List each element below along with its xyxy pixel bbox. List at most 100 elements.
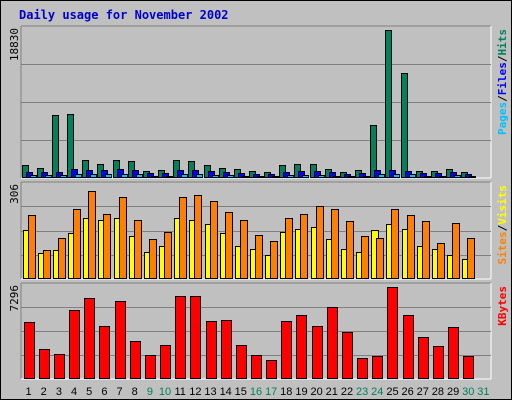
bar-pages-day-1	[31, 176, 37, 178]
x-tick-label-day-3: 3	[56, 386, 62, 398]
bar-kbytes-day-1	[25, 323, 35, 379]
bar-pages-day-4	[76, 175, 82, 178]
bar-sites-day-7	[120, 198, 127, 279]
bar-kbytes-day-4	[70, 311, 80, 379]
bar-kbytes-day-10	[161, 346, 171, 379]
bar-sites-day-4	[74, 210, 81, 279]
bar-sites-day-15	[241, 221, 248, 279]
x-tick-label-day-9: 9	[147, 386, 153, 398]
bar-sites-day-16	[256, 236, 263, 279]
x-tick-label-day-23: 23	[356, 386, 368, 398]
x-tick-label-day-8: 8	[132, 386, 138, 398]
bar-pages-day-5	[91, 175, 97, 178]
x-tick-label-day-2: 2	[41, 386, 47, 398]
bar-pages-day-25	[394, 175, 400, 178]
bar-kbytes-day-13	[207, 322, 217, 379]
bar-sites-day-24	[377, 239, 384, 279]
x-tick-label-day-13: 13	[204, 386, 216, 398]
x-tick-label-day-21: 21	[326, 386, 338, 398]
bar-sites-day-10	[165, 233, 172, 279]
bar-kbytes-day-3	[55, 355, 65, 379]
bar-kbytes-day-12	[191, 297, 201, 379]
bar-pages-day-11	[182, 175, 188, 178]
x-tick-label-day-10: 10	[159, 386, 171, 398]
bar-pages-day-14	[228, 176, 234, 178]
bar-sites-day-19	[301, 215, 308, 279]
bar-kbytes-day-16	[252, 356, 262, 379]
x-tick-label-day-25: 25	[386, 386, 398, 398]
bar-sites-day-20	[317, 207, 324, 279]
bar-pages-day-13	[213, 176, 219, 178]
x-tick-label-day-18: 18	[280, 386, 292, 398]
bar-kbytes-day-24	[373, 357, 383, 379]
bar-sites-day-22	[347, 222, 354, 279]
bar-pages-day-30	[470, 177, 476, 178]
bar-sites-day-11	[180, 198, 187, 279]
x-tick-label-day-7: 7	[116, 386, 122, 398]
bar-pages-day-7	[122, 175, 128, 178]
bar-hits-day-24	[371, 126, 377, 178]
bar-hits-day-4	[68, 115, 74, 178]
bar-hits-day-25	[386, 31, 392, 178]
x-tick-label-day-29: 29	[447, 386, 459, 398]
bar-sites-day-9	[150, 240, 157, 279]
bar-sites-day-17	[271, 242, 278, 279]
x-tick-label-day-20: 20	[310, 386, 322, 398]
bar-hits-day-3	[53, 116, 59, 178]
bar-kbytes-day-9	[146, 356, 156, 379]
x-tick-label-day-24: 24	[371, 386, 383, 398]
x-tick-label-day-11: 11	[174, 386, 185, 398]
bar-sites-day-1	[29, 216, 36, 279]
bar-pages-day-9	[152, 177, 158, 178]
x-tick-label-day-31: 31	[477, 386, 489, 398]
bar-sites-day-18	[286, 219, 293, 279]
bar-pages-day-27	[425, 177, 431, 178]
x-tick-label-day-16: 16	[250, 386, 262, 398]
bar-pages-day-20	[319, 176, 325, 178]
bar-kbytes-day-14	[222, 321, 232, 379]
bar-pages-day-24	[379, 175, 385, 178]
bar-kbytes-day-7	[116, 302, 126, 379]
bar-pages-day-10	[167, 177, 173, 178]
bar-pages-day-19	[303, 176, 309, 178]
bar-pages-day-6	[106, 175, 112, 178]
legend-entry: Visits	[496, 185, 509, 225]
bar-sites-day-29	[453, 224, 460, 279]
bar-pages-day-3	[61, 176, 67, 178]
panel-visits-sites-ymax-label: 306	[8, 184, 21, 204]
bar-sites-day-12	[195, 196, 202, 279]
bar-pages-day-22	[349, 177, 355, 178]
bar-pages-day-26	[410, 175, 416, 178]
panel-kbytes-ymax-label: 7296	[8, 285, 21, 312]
bar-pages-day-29	[455, 176, 461, 178]
bar-kbytes-day-18	[282, 322, 292, 379]
bar-kbytes-day-22	[343, 333, 353, 379]
bar-kbytes-day-26	[404, 316, 414, 379]
x-tick-label-day-17: 17	[265, 386, 277, 398]
bar-kbytes-day-15	[237, 346, 247, 379]
bar-sites-day-2	[44, 251, 51, 279]
bar-kbytes-day-28	[434, 347, 444, 379]
bar-pages-day-2	[46, 176, 52, 178]
bar-pages-day-15	[243, 177, 249, 178]
x-tick-label-day-22: 22	[341, 386, 353, 398]
bar-pages-day-17	[273, 177, 279, 178]
x-tick-label-day-26: 26	[401, 386, 413, 398]
bar-sites-day-21	[332, 210, 339, 279]
bar-kbytes-day-23	[358, 359, 368, 379]
bar-sites-day-5	[89, 192, 96, 279]
x-tick-label-day-5: 5	[86, 386, 92, 398]
bar-sites-day-27	[423, 222, 430, 279]
bar-sites-day-25	[392, 210, 399, 279]
legend-entry: Files	[496, 62, 509, 95]
bar-sites-day-8	[135, 221, 142, 279]
x-tick-label-day-6: 6	[101, 386, 107, 398]
bar-kbytes-day-21	[328, 308, 338, 379]
bar-kbytes-day-27	[419, 338, 429, 379]
bar-kbytes-day-2	[40, 350, 50, 379]
bar-sites-day-13	[211, 202, 218, 279]
panel-kbytes-legend: KBytes	[496, 286, 509, 326]
x-tick-label-day-12: 12	[189, 386, 201, 398]
x-tick-label-day-4: 4	[71, 386, 77, 398]
bar-kbytes-day-25	[388, 288, 398, 379]
